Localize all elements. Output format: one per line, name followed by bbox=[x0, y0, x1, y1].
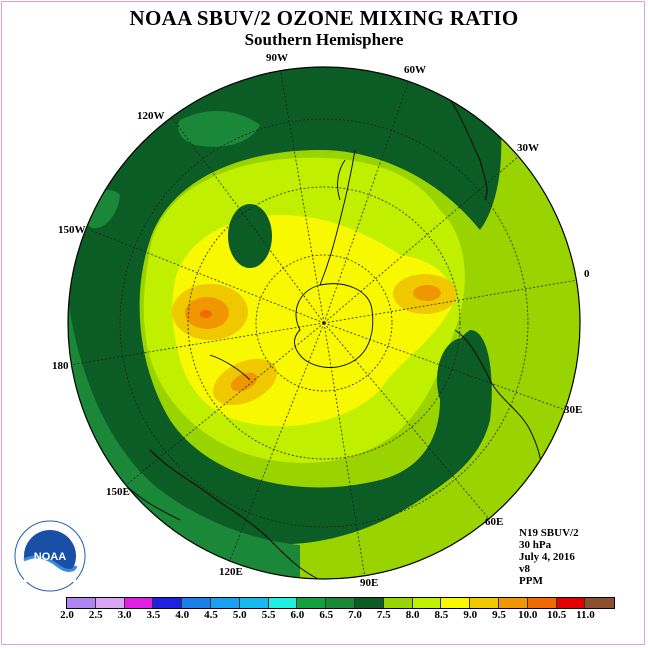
colorbar-tick-label: 6.0 bbox=[290, 609, 305, 621]
colorbar-tick-label: 7.5 bbox=[376, 609, 391, 621]
lon-label-60w: 60W bbox=[404, 64, 426, 76]
lon-label-0: 0 bbox=[584, 268, 590, 280]
lon-label-30w: 30W bbox=[517, 142, 539, 154]
info-block: N19 SBUV/2 30 hPa July 4, 2016 v8 PPM bbox=[519, 527, 579, 587]
map-border bbox=[67, 66, 581, 580]
colorbar-tick-label: 9.0 bbox=[463, 609, 478, 621]
colorbar-tick-label: 11.0 bbox=[576, 609, 595, 621]
colorbar-cell bbox=[412, 598, 442, 608]
colorbar-cell bbox=[326, 598, 355, 608]
lon-label-150w: 150W bbox=[58, 224, 86, 236]
field-70-ring bbox=[68, 67, 502, 545]
colorbar-cell bbox=[67, 598, 96, 608]
colorbar-tick-label: 10.0 bbox=[518, 609, 538, 621]
colorbar-cell bbox=[268, 598, 298, 608]
colorbar-tick-label: 7.0 bbox=[348, 609, 362, 621]
colorbar-tick-label: 8.0 bbox=[405, 609, 420, 621]
lon-label-30e: 30E bbox=[564, 404, 583, 416]
colorbar-cell bbox=[210, 598, 240, 608]
lon-label-180: 180 bbox=[52, 360, 69, 372]
colorbar-cell bbox=[527, 598, 557, 608]
info-level: 30 hPa bbox=[519, 539, 552, 551]
colorbar-cell bbox=[556, 598, 586, 608]
info-version: v8 bbox=[519, 563, 530, 575]
colorbar-cell bbox=[239, 598, 269, 608]
colorbar-tick-label: 2.0 bbox=[60, 609, 74, 621]
colorbar-cell bbox=[297, 598, 327, 608]
colorbar-cell bbox=[354, 598, 384, 608]
map-title: NOAA SBUV/2 OZONE MIXING RATIO bbox=[129, 6, 519, 30]
noaa-logo: NOAA bbox=[14, 520, 86, 592]
field-70-hole-a bbox=[228, 204, 272, 268]
lon-label-150e: 150E bbox=[106, 486, 130, 498]
lon-label-120e: 120E bbox=[219, 566, 243, 578]
colorbar-cell bbox=[153, 598, 183, 608]
info-units: PPM bbox=[519, 575, 543, 587]
colorbar-tick-label: 9.5 bbox=[492, 609, 506, 621]
colorbar-tick-label: 5.5 bbox=[261, 609, 276, 621]
map-subtitle: Southern Hemisphere bbox=[244, 30, 404, 49]
colorbar-cell bbox=[182, 598, 211, 608]
lon-label-120w: 120W bbox=[137, 110, 165, 122]
colorbar-cell bbox=[95, 598, 125, 608]
colorbar-tick-label: 4.0 bbox=[175, 609, 190, 621]
colorbar-tick-label: 8.5 bbox=[434, 609, 449, 621]
colorbar-tick-label: 5.0 bbox=[232, 609, 247, 621]
colorbar-cell bbox=[470, 598, 499, 608]
field-95-south bbox=[230, 372, 258, 392]
info-satellite: N19 SBUV/2 bbox=[519, 527, 579, 539]
noaa-logo-text: NOAA bbox=[34, 551, 66, 563]
colorbar-cell bbox=[585, 598, 615, 608]
colorbar-cell bbox=[441, 598, 471, 608]
info-date: July 4, 2016 bbox=[519, 551, 575, 563]
lon-label-90w: 90W bbox=[266, 52, 288, 64]
field-65-north bbox=[178, 110, 260, 147]
colorbar-tick-label: 3.0 bbox=[117, 609, 132, 621]
colorbar-cell bbox=[383, 598, 413, 608]
colorbar-tick-label: 10.5 bbox=[546, 609, 567, 621]
field-70-hole-b bbox=[437, 338, 489, 422]
graticule bbox=[69, 67, 579, 579]
lon-label-60e: 60E bbox=[485, 516, 504, 528]
field-100-west bbox=[200, 310, 212, 318]
colorbar-cell bbox=[498, 598, 528, 608]
colorbar bbox=[66, 597, 616, 609]
colorbar-tick-label: 2.5 bbox=[88, 609, 103, 621]
lon-label-90e: 90E bbox=[360, 577, 379, 589]
colorbar-tick-label: 4.5 bbox=[204, 609, 218, 621]
field-95-east bbox=[413, 285, 441, 301]
colorbar-cell bbox=[124, 598, 154, 608]
colorbar-tick-label: 6.5 bbox=[319, 609, 334, 621]
colorbar-tick-label: 3.5 bbox=[146, 609, 161, 621]
